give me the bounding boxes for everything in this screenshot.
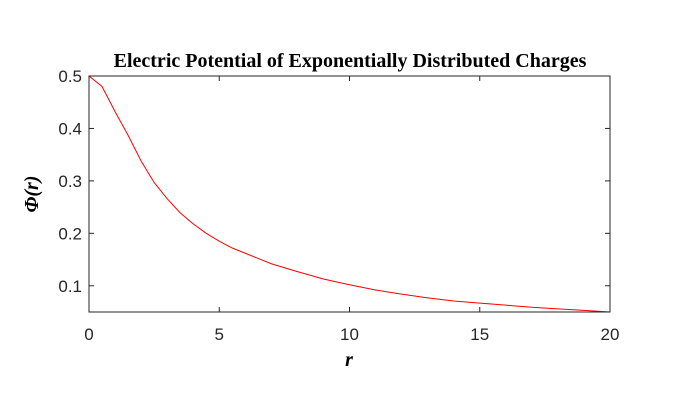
x-tick-label: 15 [470, 325, 489, 344]
chart-title: Electric Potential of Exponentially Dist… [114, 50, 587, 72]
y-tick-label: 0.2 [58, 224, 82, 243]
x-tick-label: 10 [340, 325, 359, 344]
x-tick-label: 5 [215, 325, 224, 344]
x-tick-label: 20 [601, 325, 620, 344]
y-tick-label: 0.5 [58, 67, 82, 86]
curve-layer [88, 75, 611, 313]
tick-layer: 0 5 10 15 20 0.1 0.2 0.3 0.4 0.5 [58, 67, 619, 344]
y-tick-label: 0.4 [58, 119, 82, 138]
potential-curve [88, 75, 611, 313]
axes-box [88, 75, 611, 313]
y-axis-label: Φ(r) [21, 176, 43, 213]
y-tick-label: 0.3 [58, 172, 82, 191]
x-tick-label: 0 [84, 325, 93, 344]
y-tick-label: 0.1 [58, 277, 82, 296]
plot-area [89, 76, 610, 312]
x-axis-label: r [345, 349, 353, 371]
